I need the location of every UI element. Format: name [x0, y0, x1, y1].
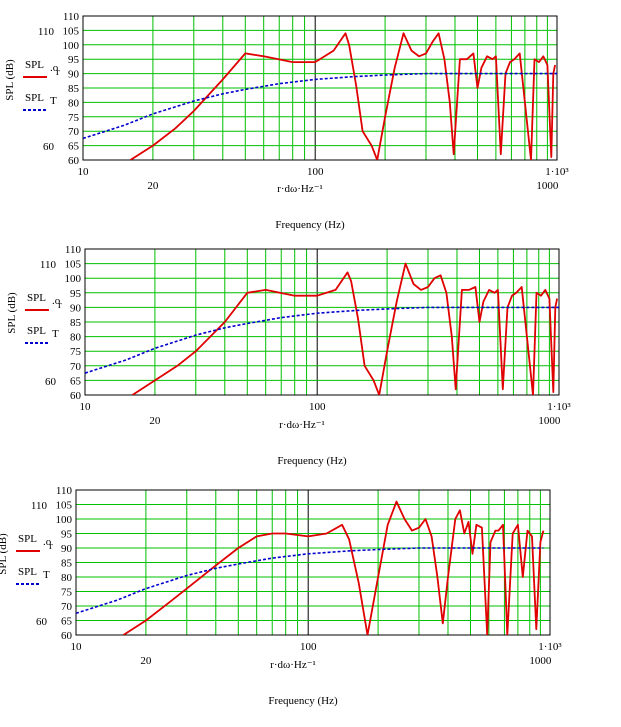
y-tick-label: 65: [70, 375, 82, 387]
y-tick-label: 80: [68, 97, 80, 109]
x-tick-label: 1000: [536, 180, 559, 192]
y-extra-label-top: 110: [40, 259, 57, 271]
y-tick-label: 70: [70, 361, 82, 373]
legend: SPL .or SPL T: [16, 533, 53, 585]
y-tick-label: 60: [68, 155, 80, 167]
x-tick-label: 20: [140, 655, 152, 667]
y-tick-label: 75: [68, 112, 80, 124]
legend-sub2-spl-or: r: [56, 66, 60, 78]
y-tick-label: 105: [63, 25, 80, 37]
plot-frame: [75, 489, 551, 636]
x-axis-label: Frequency (Hz): [277, 455, 347, 467]
y-tick-label: 80: [61, 572, 73, 584]
x-tick-label: 10: [80, 401, 92, 413]
y-tick-label: 90: [70, 302, 82, 314]
x-tick-label: 100: [307, 166, 324, 178]
x-tick-label: 20: [149, 415, 161, 427]
plot-frame: [82, 15, 558, 161]
y-tick-label: 75: [61, 587, 73, 599]
y-tick-label: 60: [70, 390, 82, 402]
y-tick-label: 95: [70, 288, 82, 300]
series-line-spl-or: [122, 500, 545, 635]
x-tick-label: 1·10³: [545, 166, 569, 178]
x-axis-expression: r·dω·Hz⁻¹: [270, 659, 316, 671]
legend: SPL .or SPL T: [25, 292, 62, 344]
y-tick-label: 60: [61, 630, 73, 642]
legend-sub-spl-or: .o: [50, 62, 59, 74]
series-line-spl-t: [85, 306, 559, 374]
y-tick-label: 105: [56, 500, 73, 512]
y-extra-label-top: 110: [38, 26, 55, 38]
x-axis-label: Frequency (Hz): [268, 695, 338, 707]
y-tick-label: 100: [65, 273, 82, 285]
legend-sub2-spl-or: r: [58, 299, 62, 311]
y-tick-label: 85: [70, 317, 82, 329]
y-tick-label: 70: [61, 601, 73, 613]
series-line-spl-or: [129, 32, 556, 160]
x-tick-label: 1000: [538, 415, 561, 427]
x-tick-label: 10: [78, 166, 90, 178]
y-tick-label: 110: [65, 244, 82, 256]
y-tick-label: 110: [63, 11, 80, 23]
x-axis-expression: r·dω·Hz⁻¹: [279, 419, 325, 431]
legend-label-spl-or: SPL: [18, 533, 37, 545]
y-tick-label: 70: [68, 126, 80, 138]
x-tick-label: 100: [300, 641, 317, 653]
x-tick-label: 20: [147, 180, 159, 192]
y-tick-label: 85: [61, 558, 73, 570]
y-gridlines: [76, 489, 550, 636]
y-tick-label: 65: [61, 616, 73, 628]
x-axis-label: Frequency (Hz): [275, 219, 345, 231]
legend-sub-spl-t: T: [43, 569, 50, 581]
x-tick-label: 1000: [529, 655, 552, 667]
y-extra-label-bottom: 60: [36, 616, 48, 628]
legend-sub-spl-or: .o: [52, 295, 61, 307]
x-tick-label: 1·10³: [547, 401, 571, 413]
y-tick-label: 95: [61, 529, 73, 541]
x-axis-expression: r·dω·Hz⁻¹: [277, 183, 323, 195]
legend-label-spl-t: SPL: [27, 325, 46, 337]
y-gridlines: [83, 15, 557, 161]
legend-sub-spl-or: .o: [43, 536, 52, 548]
legend-sub-spl-t: T: [52, 328, 59, 340]
legend: SPL .or SPL T: [23, 59, 60, 111]
legend-label-spl-t: SPL: [25, 92, 44, 104]
legend-sub-spl-t: T: [50, 95, 57, 107]
plot-frame: [84, 248, 560, 396]
y-gridlines: [85, 248, 559, 396]
y-axis-label: SPL (dB): [4, 59, 16, 101]
y-tick-label: 110: [56, 485, 73, 497]
y-axis-label: SPL (dB): [0, 533, 9, 575]
y-axis-label: SPL (dB): [6, 292, 18, 334]
y-tick-label: 100: [56, 514, 73, 526]
x-tick-label: 100: [309, 401, 326, 413]
y-tick-label: 105: [65, 259, 82, 271]
series-line-spl-t: [76, 547, 544, 615]
legend-sub2-spl-or: r: [49, 540, 53, 552]
series-line-spl-t: [83, 72, 557, 140]
legend-label-spl-or: SPL: [25, 59, 44, 71]
series-line-spl-or: [131, 262, 558, 395]
legend-label-spl-or: SPL: [27, 292, 46, 304]
y-tick-label: 100: [63, 40, 80, 52]
x-tick-label: 1·10³: [538, 641, 562, 653]
y-extra-label-bottom: 60: [45, 376, 57, 388]
y-tick-label: 95: [68, 54, 80, 66]
y-tick-label: 90: [68, 69, 80, 81]
legend-label-spl-t: SPL: [18, 566, 37, 578]
y-extra-label-top: 110: [31, 500, 48, 512]
y-tick-label: 85: [68, 83, 80, 95]
y-tick-label: 90: [61, 543, 73, 555]
x-tick-label: 10: [71, 641, 83, 653]
y-tick-label: 65: [68, 141, 80, 153]
y-extra-label-bottom: 60: [43, 141, 55, 153]
y-tick-label: 75: [70, 346, 82, 358]
y-tick-label: 80: [70, 332, 82, 344]
